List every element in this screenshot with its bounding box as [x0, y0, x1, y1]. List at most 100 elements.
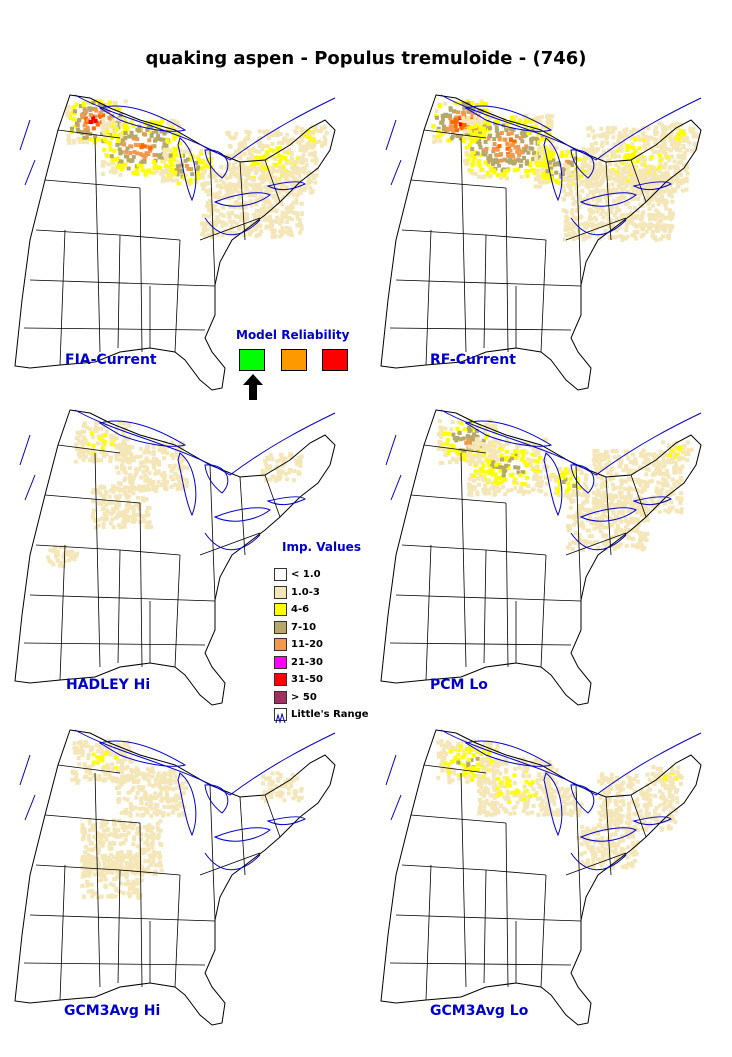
importance-cell [74, 443, 79, 447]
importance-cell [600, 144, 605, 149]
importance-cell [648, 452, 653, 457]
importance-cell [524, 462, 529, 467]
importance-cell [122, 487, 127, 492]
importance-cell [100, 131, 105, 136]
importance-cell [622, 182, 627, 187]
importance-cell [684, 187, 689, 192]
importance-cell [115, 742, 120, 747]
importance-cell [478, 129, 482, 134]
importance-cell [138, 488, 143, 493]
importance-cell [673, 444, 678, 449]
importance-cell [660, 140, 665, 145]
importance-cell [484, 102, 488, 106]
importance-cell [84, 769, 89, 774]
state-line [59, 544, 66, 681]
importance-cell [162, 131, 167, 136]
importance-cell [144, 459, 149, 463]
importance-cell [625, 533, 630, 538]
importance-cell [455, 436, 460, 440]
importance-cell [451, 444, 456, 449]
importance-cell [251, 183, 256, 188]
importance-cell [614, 219, 619, 223]
importance-cell [268, 147, 273, 152]
importance-cell [256, 161, 261, 166]
importance-cell [617, 208, 622, 213]
importance-cell [585, 528, 590, 533]
importance-cell [481, 463, 486, 468]
importance-cell [663, 152, 668, 156]
importance-cell [630, 197, 635, 202]
importance-cell [670, 477, 675, 482]
importance-cell [188, 180, 193, 185]
importance-cell [561, 196, 566, 201]
importance-cell [460, 451, 465, 456]
importance-cell [225, 130, 230, 135]
importance-cell [270, 193, 275, 198]
importance-cell [646, 182, 651, 186]
importance-cell [180, 781, 185, 786]
importance-cell [499, 158, 504, 163]
importance-cell [624, 162, 629, 167]
importance-cell [447, 460, 452, 465]
importance-cell [456, 456, 461, 461]
state-line [35, 229, 181, 241]
importance-cell [596, 516, 601, 521]
importance-cell [521, 129, 526, 134]
importance-cell [206, 157, 211, 162]
importance-cell [76, 778, 81, 783]
importance-cell [293, 160, 298, 165]
importance-cell [685, 440, 690, 445]
importance-cell [594, 217, 599, 222]
importance-cell [128, 473, 133, 477]
importance-cell [655, 491, 660, 496]
importance-cell [637, 179, 642, 184]
importance-cell [233, 149, 238, 154]
importance-cell [658, 491, 663, 496]
importance-cell [650, 195, 655, 200]
importance-cell [628, 211, 633, 216]
importance-cell [139, 801, 144, 805]
importance-cell [143, 790, 148, 795]
importance-cell [100, 163, 105, 168]
importance-cell [225, 176, 230, 181]
importance-cell [127, 457, 132, 461]
importance-cell [53, 545, 58, 550]
importance-cell [548, 178, 553, 183]
importance-cell [67, 140, 72, 145]
importance-cell [145, 445, 150, 450]
importance-cell [530, 146, 535, 151]
importance-cell [503, 137, 508, 142]
importance-cell [537, 455, 542, 460]
importance-cell [275, 201, 280, 206]
importance-cell [593, 483, 598, 488]
importance-cell [70, 110, 75, 115]
importance-cell [644, 229, 649, 234]
importance-cell [557, 162, 562, 167]
importance-cell [522, 449, 526, 454]
importance-cell [644, 167, 649, 172]
importance-cell [558, 473, 563, 477]
importance-cell [279, 185, 284, 190]
importance-cell [498, 468, 503, 473]
importance-cell [295, 193, 300, 198]
importance-cell [472, 138, 477, 143]
importance-cell [472, 478, 476, 483]
importance-cell [230, 224, 235, 229]
importance-cell [183, 158, 188, 163]
importance-cell [257, 144, 262, 149]
importance-cell [517, 152, 522, 157]
importance-cell [594, 226, 599, 231]
importance-cell [314, 173, 319, 178]
importance-cell [616, 140, 621, 145]
importance-cell [168, 160, 173, 164]
importance-cell [596, 189, 601, 194]
importance-cell [610, 125, 615, 130]
importance-cell [166, 173, 171, 178]
importance-cell [140, 153, 145, 158]
importance-cell [585, 497, 590, 502]
importance-cell [634, 506, 639, 511]
importance-cell [139, 460, 143, 465]
importance-cell [206, 214, 211, 219]
importance-cell [259, 155, 264, 160]
importance-cell [128, 756, 133, 761]
